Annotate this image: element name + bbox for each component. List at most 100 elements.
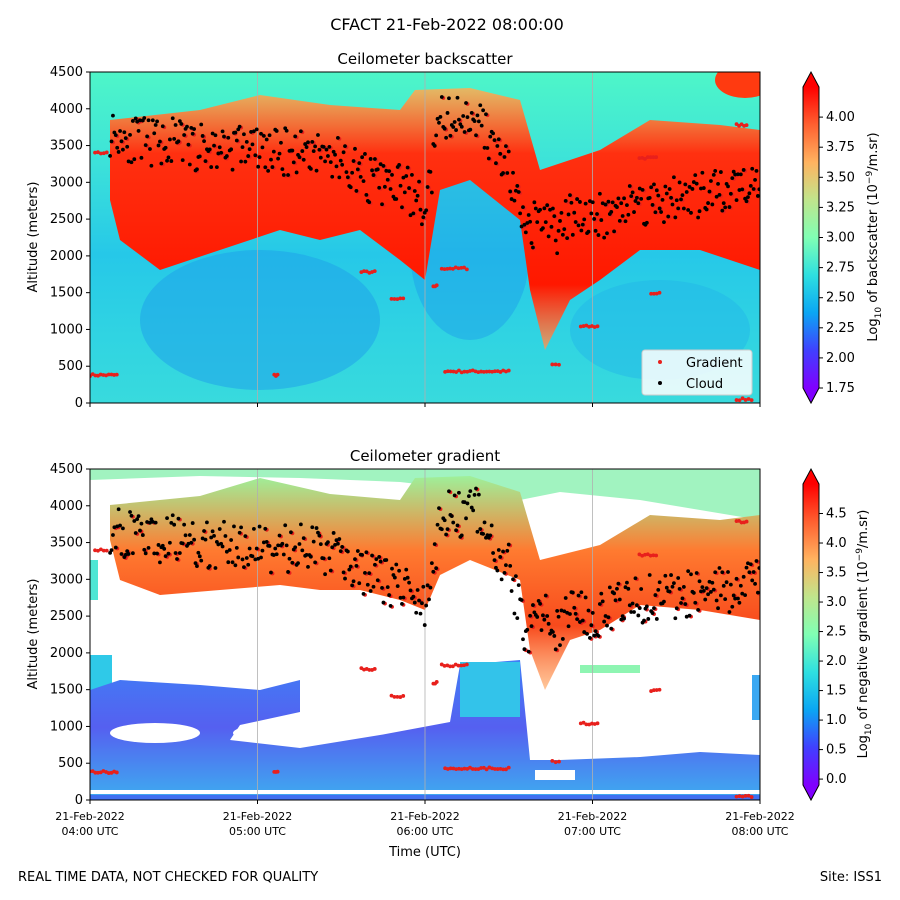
cloud-marker bbox=[669, 573, 673, 577]
gradient-marker bbox=[590, 721, 594, 726]
gradient-marker bbox=[504, 767, 508, 772]
colorbar-tick-label: 3.0 bbox=[826, 595, 847, 610]
cloud-marker bbox=[747, 191, 752, 196]
cloud-marker bbox=[363, 152, 367, 156]
cloud-marker bbox=[388, 187, 393, 191]
cloud-marker bbox=[496, 137, 501, 142]
cloud-marker bbox=[449, 514, 454, 519]
cloud-marker bbox=[716, 606, 720, 611]
cloud-marker bbox=[276, 156, 281, 161]
cloud-marker bbox=[156, 143, 161, 148]
cloud-marker bbox=[634, 603, 639, 608]
legend-cloud-marker bbox=[658, 381, 662, 385]
cloud-marker bbox=[504, 144, 508, 149]
cloud-marker bbox=[254, 546, 259, 551]
cloud-marker bbox=[676, 576, 681, 580]
gradient-marker bbox=[648, 553, 653, 558]
cloud-marker bbox=[367, 571, 372, 576]
cloud-marker bbox=[610, 200, 615, 205]
cloud-marker bbox=[392, 575, 397, 580]
cloud-marker bbox=[199, 122, 204, 127]
cloud-marker bbox=[586, 608, 591, 613]
cloud-marker bbox=[548, 207, 552, 212]
cloud-marker bbox=[166, 551, 171, 556]
cloud-marker bbox=[142, 116, 147, 120]
colorbar-tick-label: 2.50 bbox=[826, 291, 855, 306]
cloud-marker bbox=[560, 232, 565, 237]
x-tick-time: 04:00 UTC bbox=[61, 825, 118, 838]
cloud-marker bbox=[734, 198, 739, 202]
colorbar-tick-label: 3.00 bbox=[826, 231, 855, 246]
cloud-marker bbox=[250, 142, 255, 147]
y-tick-label: 3000 bbox=[50, 175, 83, 190]
gradient-marker bbox=[553, 362, 558, 367]
cloud-marker bbox=[559, 210, 564, 215]
cloud-marker bbox=[170, 116, 175, 121]
cloud-marker bbox=[701, 186, 706, 190]
cloud-marker bbox=[576, 593, 581, 598]
cloud-marker bbox=[704, 586, 709, 591]
cloud-marker bbox=[583, 595, 588, 600]
cloud-marker bbox=[414, 610, 419, 615]
cloud-marker bbox=[721, 201, 726, 206]
cloud-marker bbox=[338, 549, 343, 554]
gradient-marker bbox=[96, 548, 100, 553]
cloud-marker bbox=[710, 202, 715, 207]
cloud-marker bbox=[167, 137, 172, 142]
cloud-marker bbox=[145, 520, 150, 524]
cloud-marker bbox=[613, 598, 618, 603]
cloud-marker bbox=[472, 119, 477, 123]
cloud-marker bbox=[237, 124, 242, 129]
cloud-marker bbox=[132, 519, 137, 523]
gradient-title: Ceilometer gradient bbox=[350, 447, 500, 465]
cloud-marker bbox=[482, 520, 487, 525]
gradient-marker bbox=[457, 766, 461, 771]
legend-gradient-label: Gradient bbox=[686, 356, 743, 371]
cloud-marker bbox=[122, 130, 127, 135]
cloud-marker bbox=[210, 131, 215, 136]
cloud-marker bbox=[457, 117, 461, 122]
gradient-marker bbox=[746, 793, 751, 798]
cloud-marker bbox=[417, 598, 421, 603]
gradient-y-label: Altitude (meters) bbox=[26, 579, 41, 690]
cloud-marker bbox=[313, 144, 318, 149]
cloud-marker bbox=[333, 152, 337, 157]
cloud-marker bbox=[348, 185, 353, 190]
cloud-marker bbox=[709, 179, 713, 183]
cloud-marker bbox=[336, 541, 340, 546]
cloud-marker bbox=[286, 570, 290, 574]
cloud-marker bbox=[562, 609, 567, 614]
cloud-marker bbox=[597, 602, 602, 606]
cloud-marker bbox=[475, 113, 480, 118]
cloud-marker bbox=[753, 177, 757, 182]
cloud-marker bbox=[223, 534, 228, 538]
cloud-marker bbox=[173, 551, 178, 555]
cloud-marker bbox=[113, 545, 118, 550]
cloud-marker bbox=[724, 580, 729, 585]
cloud-marker bbox=[224, 154, 229, 158]
cloud-marker bbox=[585, 631, 589, 636]
cloud-marker bbox=[116, 150, 121, 154]
cloud-marker bbox=[317, 533, 322, 538]
cloud-marker bbox=[432, 144, 437, 148]
cloud-marker bbox=[694, 181, 699, 186]
cloud-marker bbox=[539, 628, 544, 633]
cloud-marker bbox=[533, 206, 538, 211]
cloud-marker bbox=[281, 552, 286, 557]
cloud-marker bbox=[160, 543, 165, 548]
cloud-marker bbox=[361, 179, 366, 184]
cloud-marker bbox=[179, 122, 184, 126]
y-tick-label: 3500 bbox=[50, 139, 83, 154]
cloud-marker bbox=[410, 172, 414, 177]
gradient-marker bbox=[104, 150, 109, 155]
cloud-marker bbox=[166, 155, 171, 160]
cloud-marker bbox=[143, 551, 148, 556]
cloud-marker bbox=[398, 183, 403, 188]
cloud-marker bbox=[513, 188, 518, 193]
cloud-marker bbox=[489, 523, 494, 528]
y-tick-label: 3000 bbox=[50, 572, 83, 587]
cloud-marker bbox=[667, 187, 672, 191]
cloud-marker bbox=[521, 205, 525, 210]
y-tick-label: 2000 bbox=[50, 249, 83, 264]
gradient-marker bbox=[479, 369, 483, 374]
